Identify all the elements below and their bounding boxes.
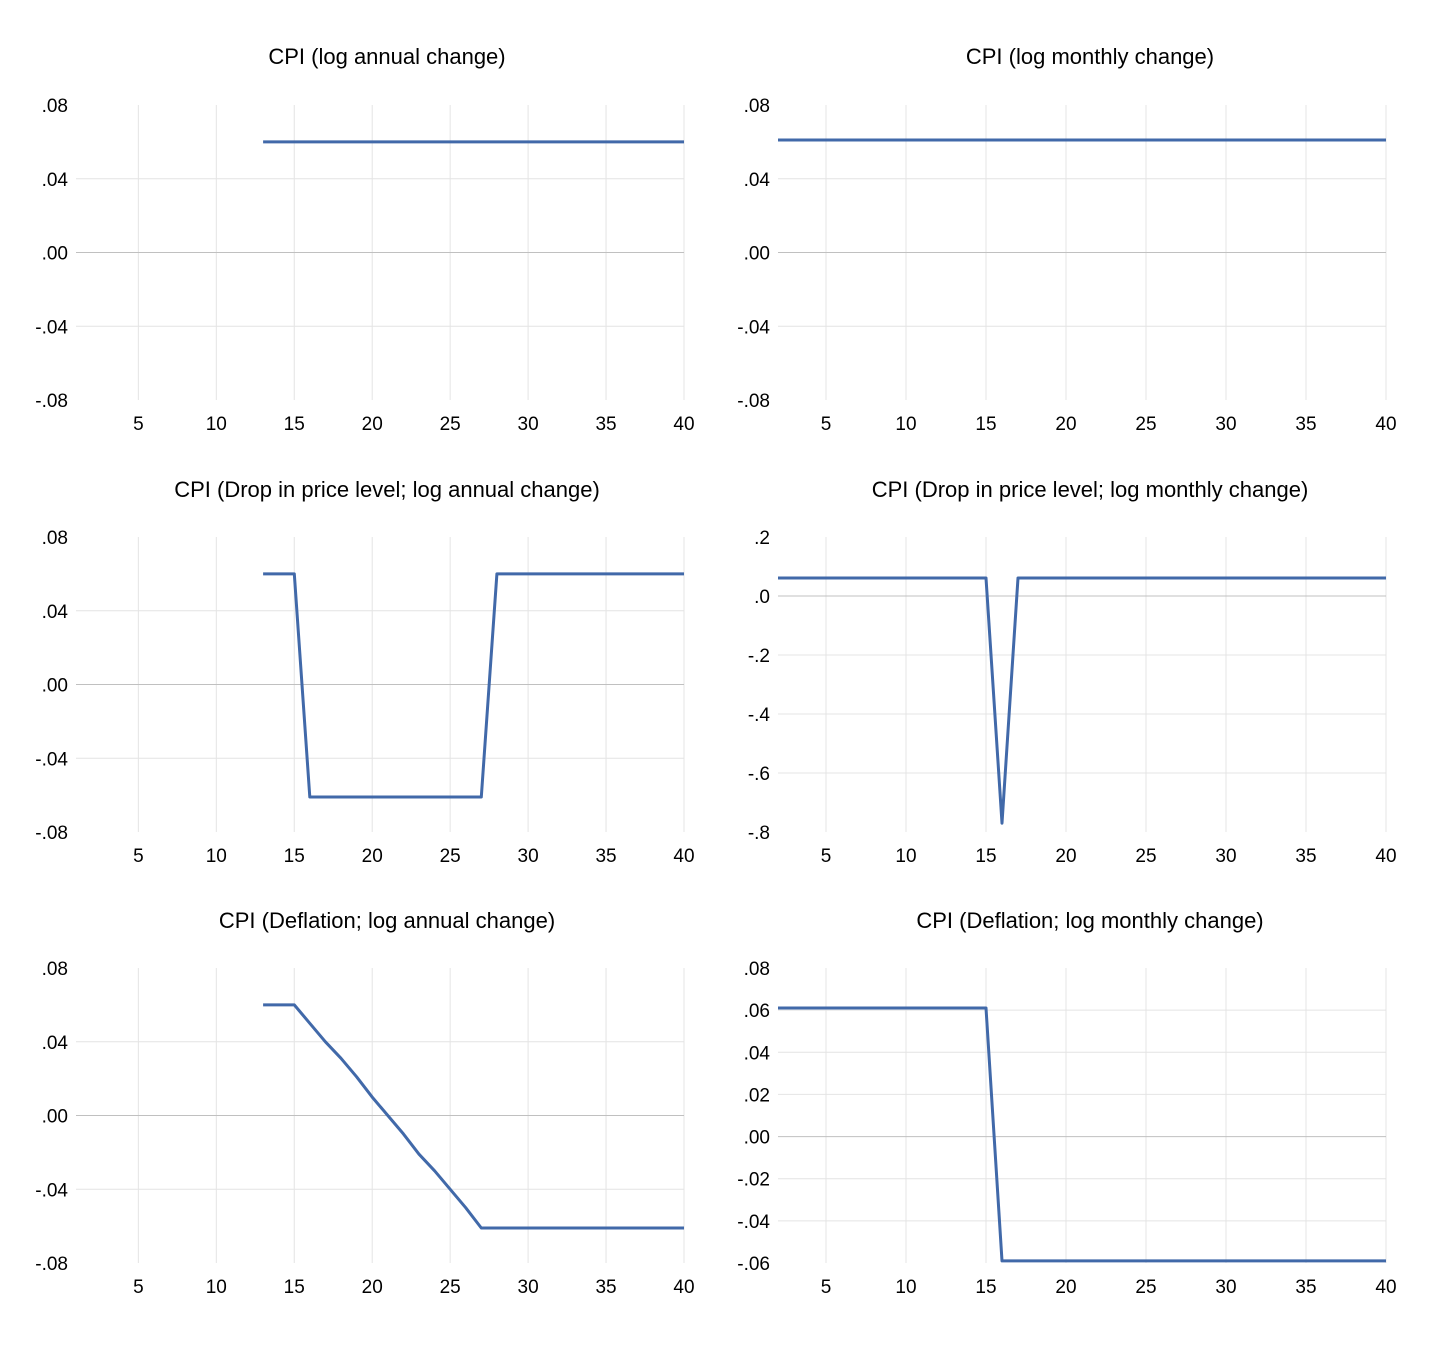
y-tick-label: .00 <box>42 676 68 697</box>
x-tick-label: 35 <box>1295 846 1316 867</box>
x-tick-label: 15 <box>284 846 305 867</box>
series-line <box>263 1003 684 1230</box>
x-tick-label: 10 <box>895 414 916 435</box>
x-tick-label: 15 <box>975 1277 996 1298</box>
x-tick-label: 30 <box>518 414 539 435</box>
x-tick-label: 5 <box>133 414 144 435</box>
y-tick-label: -.08 <box>35 823 68 844</box>
x-tick-label: 35 <box>1295 1277 1316 1298</box>
y-tick-label: .08 <box>42 959 68 980</box>
x-tick-label: 40 <box>673 414 694 435</box>
chart-title: CPI (log monthly change) <box>966 44 1214 69</box>
y-tick-label: .06 <box>744 1001 770 1022</box>
x-tick-label: 35 <box>595 414 616 435</box>
x-tick-label: 20 <box>1055 1277 1076 1298</box>
x-tick-label: 20 <box>362 846 383 867</box>
y-tick-label: -.02 <box>737 1170 770 1191</box>
y-tick-label: .04 <box>42 602 69 623</box>
x-tick-label: 15 <box>975 414 996 435</box>
x-tick-label: 30 <box>1215 414 1236 435</box>
x-tick-label: 20 <box>362 1277 383 1298</box>
x-tick-label: 25 <box>440 846 461 867</box>
x-tick-label: 20 <box>1055 846 1076 867</box>
y-tick-label: -.04 <box>737 1212 770 1233</box>
series-line <box>778 1006 1386 1263</box>
y-tick-label: .04 <box>42 1033 69 1054</box>
y-tick-label: .00 <box>42 1107 68 1128</box>
chart-panel: CPI (log annual change) -.08 -.04 .00 .04 .08… <box>35 44 694 435</box>
y-tick-label: .00 <box>42 244 68 265</box>
y-tick-label: .08 <box>42 528 68 549</box>
x-tick-label: 10 <box>895 846 916 867</box>
y-tick-label: .0 <box>754 587 770 608</box>
chart-title: CPI (Deflation; log annual change) <box>219 908 555 933</box>
x-tick-label: 20 <box>1055 414 1076 435</box>
x-tick-label: 5 <box>133 1277 144 1298</box>
x-tick-label: 5 <box>133 846 144 867</box>
x-tick-label: 10 <box>206 846 227 867</box>
x-tick-label: 25 <box>440 414 461 435</box>
y-tick-label: -.04 <box>737 317 770 338</box>
series-line <box>778 576 1386 825</box>
y-tick-label: -.08 <box>35 1254 68 1275</box>
chart-panel: CPI (Drop in price level; log annual cha… <box>35 477 694 867</box>
x-tick-label: 10 <box>895 1277 916 1298</box>
x-tick-label: 30 <box>1215 846 1236 867</box>
y-tick-label: .08 <box>744 959 770 980</box>
y-tick-label: .00 <box>744 1128 770 1149</box>
x-tick-label: 5 <box>821 1277 832 1298</box>
y-tick-label: -.8 <box>748 823 770 844</box>
y-tick-label: .02 <box>744 1085 770 1106</box>
y-tick-label: .04 <box>744 1043 771 1064</box>
chart-panel: CPI (Drop in price level; log monthly ch… <box>748 477 1397 867</box>
y-tick-label: -.2 <box>748 646 770 667</box>
x-tick-label: 35 <box>595 1277 616 1298</box>
x-tick-label: 40 <box>673 846 694 867</box>
x-tick-label: 5 <box>821 414 832 435</box>
x-tick-label: 30 <box>518 846 539 867</box>
chart-panel: CPI (log monthly change) -.08 -.04 .00 .04 .0… <box>737 44 1396 435</box>
x-tick-label: 25 <box>1135 1277 1156 1298</box>
x-tick-label: 5 <box>821 846 832 867</box>
x-tick-label: 20 <box>362 414 383 435</box>
y-tick-label: -.4 <box>748 705 771 726</box>
y-tick-label: -.6 <box>748 764 770 785</box>
x-tick-label: 40 <box>673 1277 694 1298</box>
y-tick-label: .08 <box>744 96 770 117</box>
y-tick-label: .04 <box>744 170 771 191</box>
y-tick-label: .00 <box>744 244 770 265</box>
y-tick-label: .2 <box>754 528 770 549</box>
y-tick-label: -.04 <box>35 317 68 338</box>
x-tick-label: 30 <box>518 1277 539 1298</box>
x-tick-label: 25 <box>1135 414 1156 435</box>
x-tick-label: 40 <box>1375 414 1396 435</box>
chart-panel: CPI (Deflation; log annual change) -.08 -.… <box>35 908 694 1298</box>
chart-title: CPI (log annual change) <box>268 44 505 69</box>
y-tick-label: .04 <box>42 170 69 191</box>
x-tick-label: 25 <box>1135 846 1156 867</box>
chart-title: CPI (Drop in price level; log annual cha… <box>174 477 600 502</box>
y-tick-label: -.04 <box>35 749 68 770</box>
series-line <box>263 572 684 799</box>
chart-title: CPI (Deflation; log monthly change) <box>916 908 1263 933</box>
x-tick-label: 10 <box>206 414 227 435</box>
x-tick-label: 15 <box>975 846 996 867</box>
x-tick-label: 25 <box>440 1277 461 1298</box>
y-tick-label: -.04 <box>35 1180 68 1201</box>
y-tick-label: -.08 <box>737 391 770 412</box>
x-tick-label: 35 <box>1295 414 1316 435</box>
chart-panel: CPI (Deflation; log monthly change) -.06 -… <box>737 908 1396 1298</box>
chart-title: CPI (Drop in price level; log monthly ch… <box>872 477 1309 502</box>
y-tick-label: -.08 <box>35 391 68 412</box>
y-tick-label: -.06 <box>737 1254 770 1275</box>
y-tick-label: .08 <box>42 96 68 117</box>
x-tick-label: 30 <box>1215 1277 1236 1298</box>
x-tick-label: 35 <box>595 846 616 867</box>
x-tick-label: 15 <box>284 414 305 435</box>
x-tick-label: 40 <box>1375 1277 1396 1298</box>
x-tick-label: 40 <box>1375 846 1396 867</box>
x-tick-label: 10 <box>206 1277 227 1298</box>
x-tick-label: 15 <box>284 1277 305 1298</box>
